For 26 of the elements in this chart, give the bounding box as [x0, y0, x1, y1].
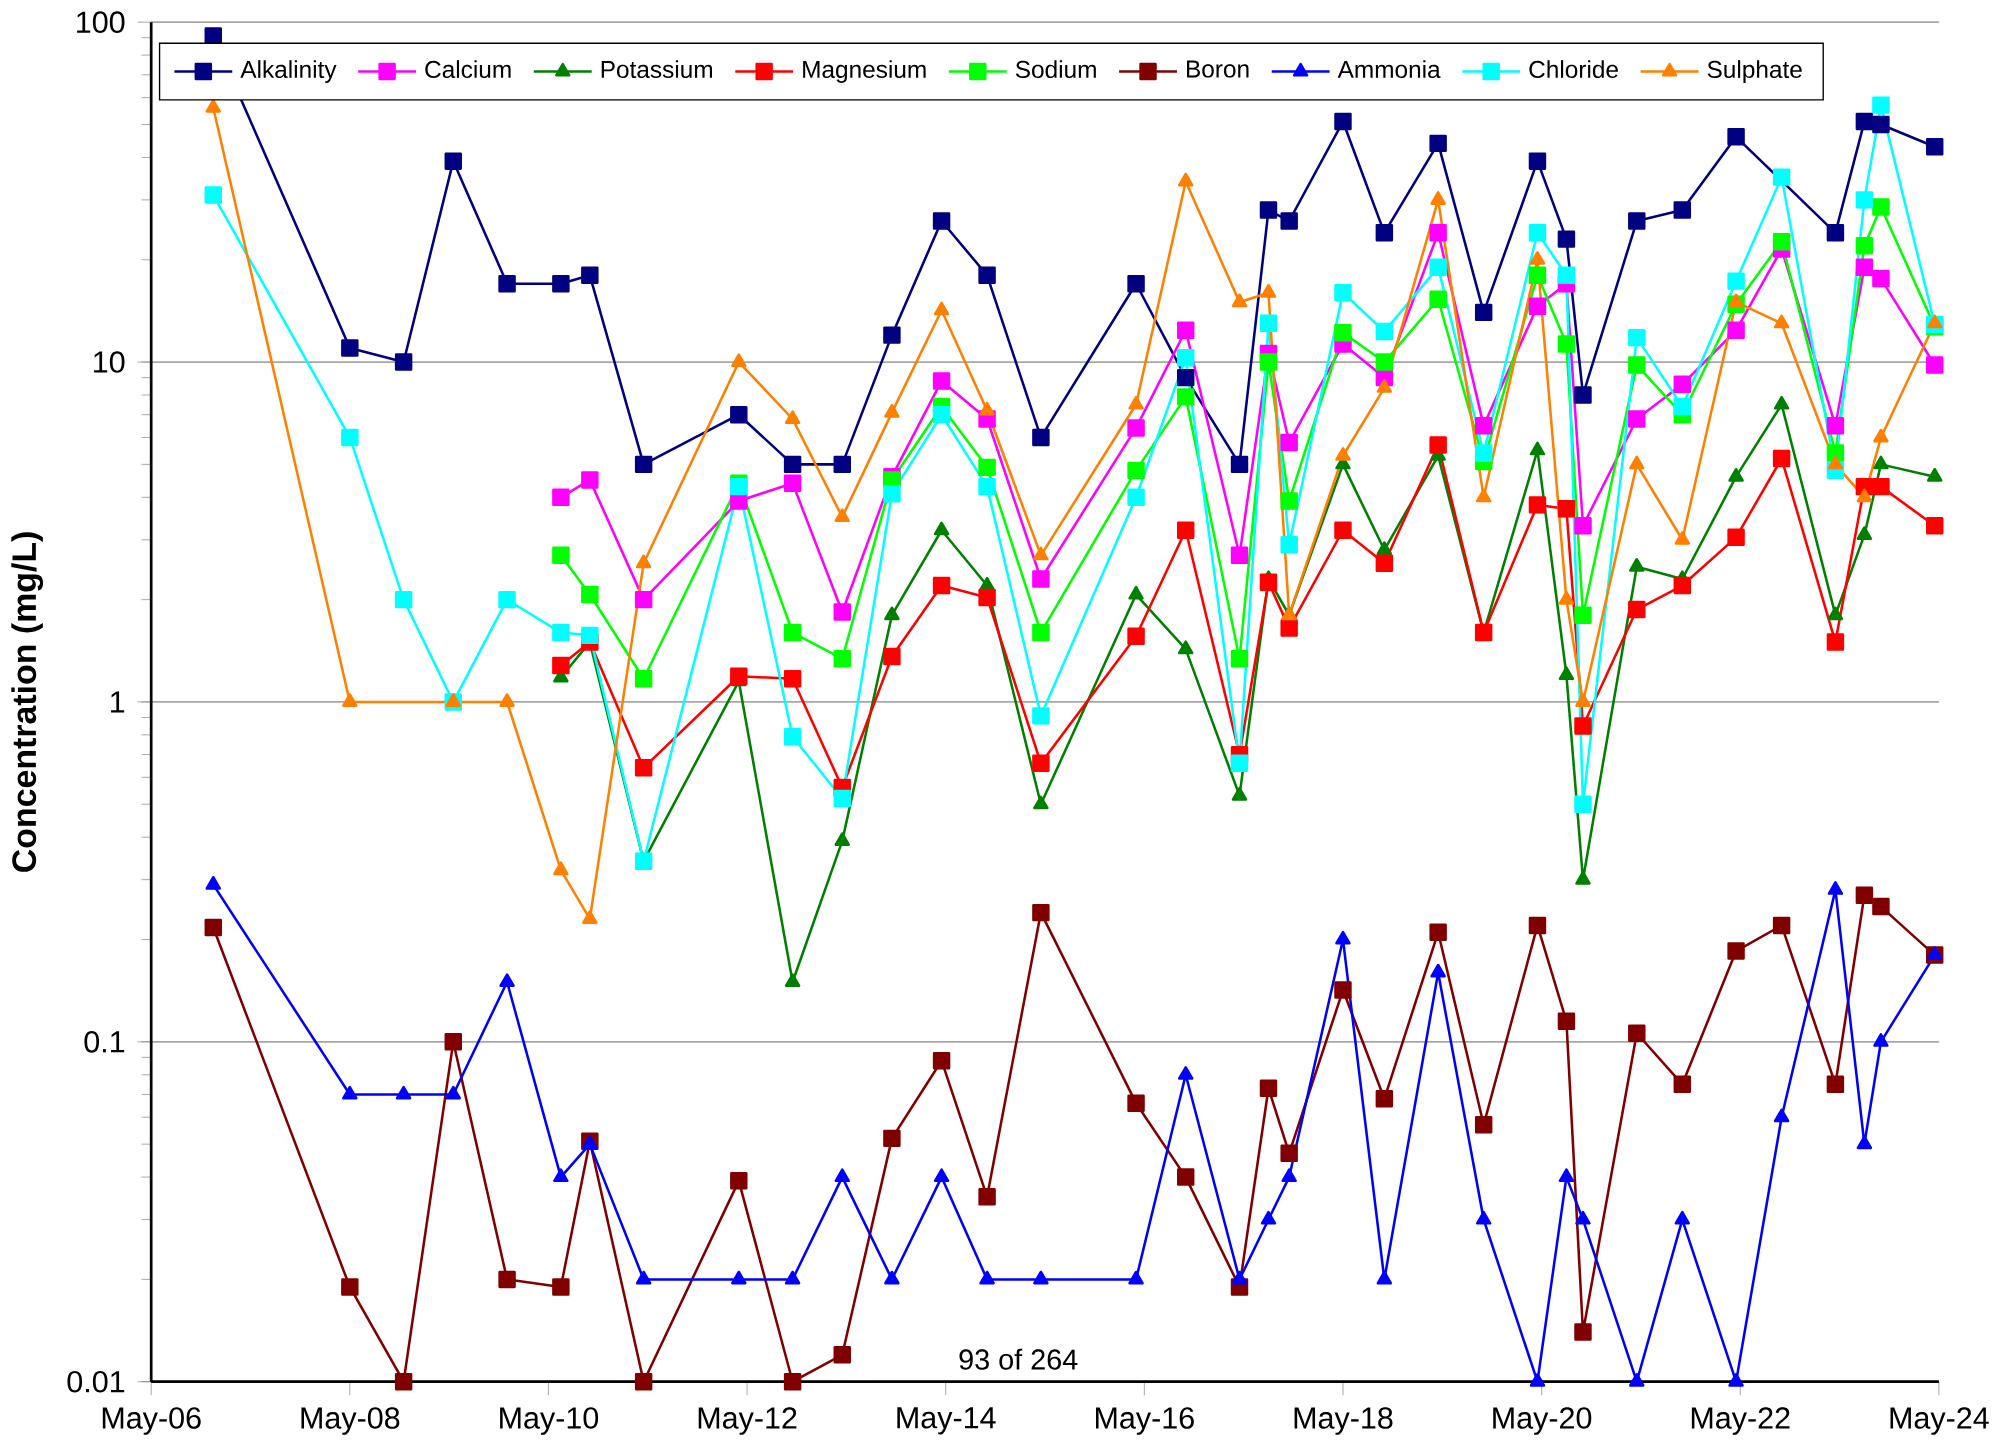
x-tick-label: May-06: [102, 1407, 201, 1435]
x-tick-label: May-16: [1095, 1407, 1194, 1435]
legend-label: Alkalinity: [240, 60, 337, 83]
x-tick-label: May-12: [698, 1407, 797, 1435]
y-tick-label: 100: [77, 11, 125, 33]
y-tick-label: 0.01: [67, 1370, 125, 1393]
x-tick-label: May-10: [500, 1407, 599, 1435]
x-tick-label: May-18: [1294, 1407, 1393, 1435]
legend-label: Ammonia: [1337, 60, 1441, 79]
y-tick-label: 10: [94, 351, 125, 373]
y-tick-label: 1: [111, 691, 125, 713]
x-tick-label: May-08: [301, 1407, 400, 1435]
legend-label: Chloride: [1529, 60, 1618, 79]
annotation: 93 of 264: [959, 1348, 1078, 1370]
legend-label: Magnesium: [803, 60, 926, 83]
y-axis-title: Concentration (mg/L): [11, 532, 44, 872]
x-tick-label: May-24: [1890, 1407, 1989, 1435]
x-tick-label: May-22: [1691, 1407, 1790, 1435]
legend-label: Sodium: [1015, 60, 1096, 79]
legend-label: Sulphate: [1707, 60, 1802, 83]
legend-label: Calcium: [425, 60, 511, 79]
x-tick-label: May-14: [897, 1407, 996, 1435]
x-tick-label: May-20: [1493, 1407, 1592, 1435]
y-tick-label: 0.1: [84, 1030, 125, 1053]
legend-label: Boron: [1187, 60, 1249, 78]
legend-label: Potassium: [601, 60, 712, 79]
